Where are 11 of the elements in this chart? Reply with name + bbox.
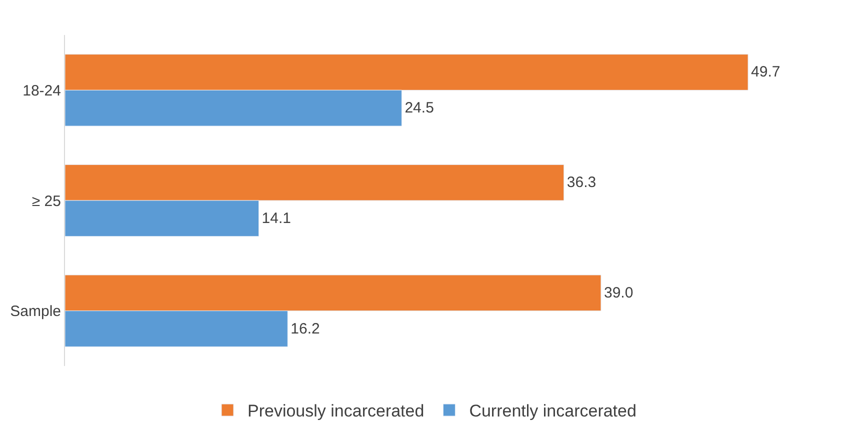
legend-label: Currently incarcerated [469,402,636,421]
y-tick-label: 18-24 [22,82,61,100]
y-tick-label: ≥ 25 [32,192,61,210]
data-label: 16.2 [290,320,320,338]
data-label: 49.7 [751,64,780,81]
data-label: 36.3 [566,174,596,192]
data-label: 39.0 [604,284,634,302]
data-label: 24.5 [404,100,434,117]
legend-label: Previously incarcerated [248,402,424,421]
data-label: 14.1 [262,210,291,227]
y-tick-label: Sample [10,303,61,320]
